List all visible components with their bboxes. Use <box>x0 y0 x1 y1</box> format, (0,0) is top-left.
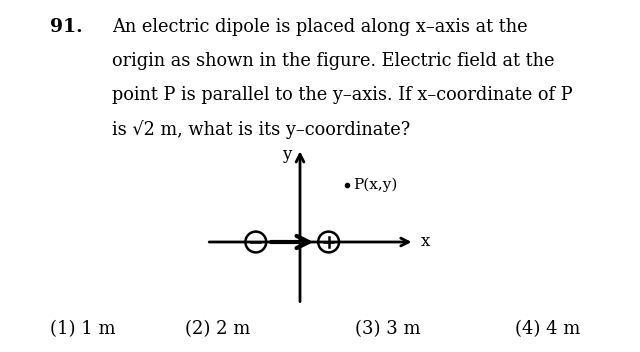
Text: point P is parallel to the y–axis. If x–coordinate of P: point P is parallel to the y–axis. If x–… <box>112 86 573 104</box>
Text: (3) 3 m: (3) 3 m <box>355 320 420 338</box>
Text: origin as shown in the figure. Electric field at the: origin as shown in the figure. Electric … <box>112 52 554 70</box>
Text: (1) 1 m: (1) 1 m <box>50 320 116 338</box>
Text: P(x,y): P(x,y) <box>353 178 397 192</box>
Text: (4) 4 m: (4) 4 m <box>515 320 580 338</box>
Text: An electric dipole is placed along x–axis at the: An electric dipole is placed along x–axi… <box>112 18 527 36</box>
Text: (2) 2 m: (2) 2 m <box>185 320 250 338</box>
Text: is √2 m, what is its y–coordinate?: is √2 m, what is its y–coordinate? <box>112 120 410 139</box>
Text: x: x <box>420 233 430 251</box>
Text: 91.: 91. <box>50 18 83 36</box>
Text: y: y <box>282 146 291 163</box>
